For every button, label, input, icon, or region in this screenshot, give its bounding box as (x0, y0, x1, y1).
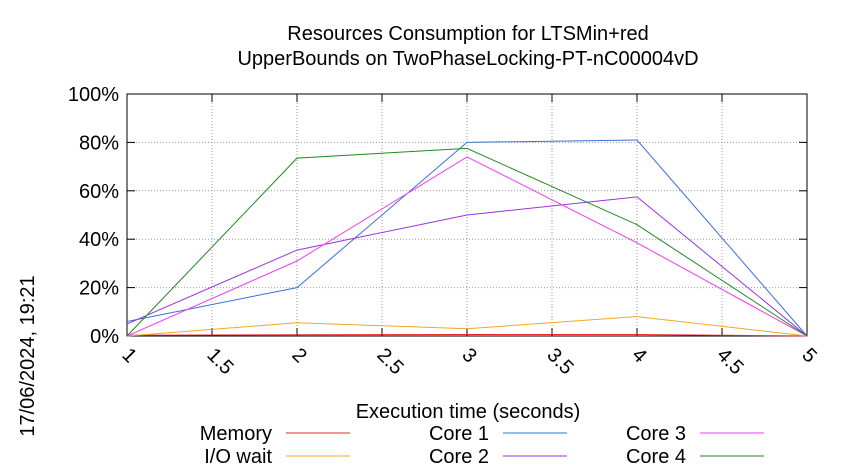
legend-label: Core 4 (626, 446, 686, 468)
y-axis: 0% 20% 40% 60% 80% 100% (68, 84, 807, 348)
x-tick-label: 1 (117, 344, 140, 367)
y-tick-label: 20% (79, 278, 119, 300)
x-tick-label: 4.5 (712, 344, 747, 379)
x-tick-label: 1.5 (202, 344, 237, 379)
y-tick-label: 0% (90, 326, 119, 348)
timestamp-label: 17/06/2024, 19:21 (17, 275, 39, 436)
series-lines (126, 139, 808, 337)
chart-title-line-2: UpperBounds on TwoPhaseLocking-PT-nC0000… (237, 48, 698, 70)
series-line-core-1 (126, 139, 808, 337)
y-tick-label: 80% (79, 132, 119, 154)
series-line-i-o-wait (126, 316, 808, 337)
series-line-core-3 (126, 156, 808, 337)
series-line-core-2 (126, 196, 808, 337)
x-axis-label: Execution time (seconds) (356, 401, 581, 423)
x-tick-label: 4 (627, 344, 650, 367)
y-tick-label: 100% (68, 84, 119, 106)
legend-label: Memory (200, 423, 272, 445)
legend-label: I/O wait (204, 446, 272, 468)
legend-label: Core 2 (429, 446, 489, 468)
chart-title-line-1: Resources Consumption for LTSMin+red (287, 23, 648, 45)
legend-label: Core 3 (626, 423, 686, 445)
series-line-memory (126, 334, 808, 337)
x-tick-label: 3.5 (542, 344, 577, 379)
x-tick-label: 2.5 (372, 344, 407, 379)
x-tick-label: 2 (287, 344, 310, 367)
series-line-core-4 (126, 147, 808, 337)
y-tick-label: 40% (79, 229, 119, 251)
x-tick-label: 3 (457, 344, 480, 367)
legend-label: Core 1 (429, 423, 489, 445)
y-tick-label: 60% (79, 181, 119, 203)
x-tick-label: 5 (797, 344, 820, 367)
